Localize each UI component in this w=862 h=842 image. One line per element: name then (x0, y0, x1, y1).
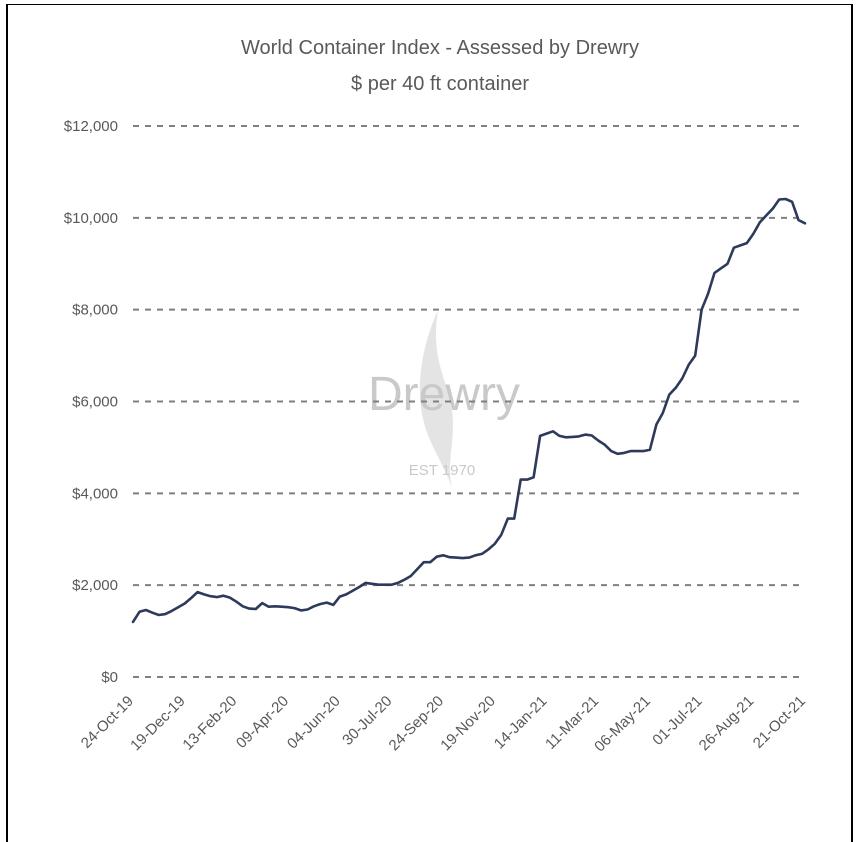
y-tick-label: $10,000 (64, 210, 118, 227)
y-tick-label: $0 (101, 669, 118, 686)
y-axis-ticks: $0 $2,000 $4,000 $6,000 $8,000 $10,000 $12,000 (64, 118, 118, 686)
y-tick-label: $4,000 (72, 485, 118, 502)
x-tick-label: 26-Aug-21 (696, 693, 758, 755)
y-tick-label: $2,000 (72, 577, 118, 594)
chart-frame (6, 4, 853, 842)
x-tick-label: 24-Sep-20 (386, 693, 448, 755)
y-tick-label: $6,000 (72, 394, 118, 411)
y-tick-label: $12,000 (64, 118, 118, 135)
x-tick-label: 09-Apr-20 (233, 693, 292, 752)
x-tick-label: 14-Jan-21 (491, 693, 551, 753)
x-tick-label: 19-Nov-20 (437, 693, 499, 755)
watermark-est-text: EST 1970 (409, 462, 475, 479)
x-tick-label: 19-Dec-19 (127, 693, 189, 755)
x-tick-label: 06-May-21 (591, 693, 654, 756)
chart-subtitle: $ per 40 ft container (351, 73, 529, 95)
y-tick-label: $8,000 (72, 302, 118, 319)
chart-title: World Container Index - Assessed by Drew… (241, 37, 639, 59)
x-tick-label: 04-Jun-20 (284, 693, 344, 753)
watermark-brand-text: Drewry (368, 368, 520, 421)
series-line (131, 197, 807, 624)
x-tick-label: 21-Oct-21 (750, 693, 809, 752)
x-tick-label: 13-Feb-20 (179, 693, 240, 754)
grid-lines (133, 125, 805, 678)
drewry-watermark: Drewry EST 1970 (368, 310, 520, 488)
x-axis-ticks: 24-Oct-1919-Dec-1913-Feb-2009-Apr-2004-J… (78, 693, 809, 756)
watermark-flame-shape (419, 310, 453, 488)
